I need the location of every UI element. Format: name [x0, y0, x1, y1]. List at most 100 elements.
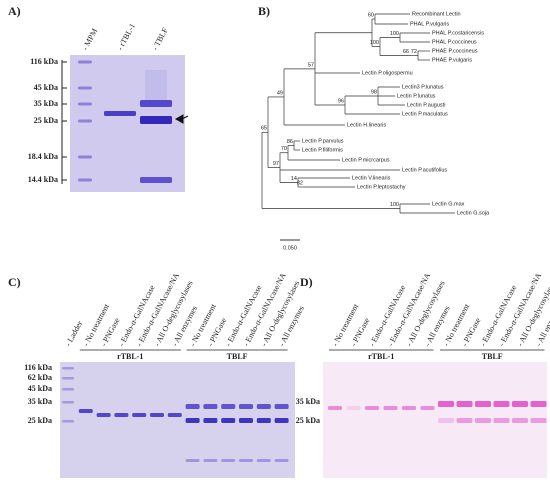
marker-label: 18.4 kDa [28, 152, 58, 161]
band [256, 459, 271, 462]
taxon-label: Lectin P.oligospermu [362, 70, 413, 76]
bootstrap: 98 [371, 89, 377, 95]
band [203, 404, 218, 409]
marker-label: 116 kDa [24, 363, 52, 372]
marker-label: 35 kDa [296, 397, 320, 406]
bootstrap: 100 [390, 31, 399, 37]
bootstrap: 32 [297, 180, 303, 186]
band [402, 406, 416, 410]
taxon-label: Recombinant Lectin [412, 11, 461, 17]
band [114, 413, 129, 417]
band [185, 418, 200, 423]
bootstrap: 100 [370, 40, 379, 46]
marker-label: 62 kDa [28, 373, 52, 382]
band [239, 459, 253, 462]
band [475, 401, 491, 407]
bootstrap: 57 [308, 62, 314, 68]
band [78, 86, 92, 90]
band [274, 418, 289, 423]
taxon-label: Lectin P.micrcarpus [342, 157, 390, 163]
band [185, 459, 200, 462]
band [62, 420, 74, 423]
band [383, 406, 398, 410]
bootstrap: 70 [281, 146, 287, 152]
band [493, 418, 510, 423]
bootstrap: 96 [338, 98, 344, 104]
band [78, 178, 92, 182]
band [456, 418, 473, 423]
band [78, 60, 92, 64]
bootstrap: 49 [277, 90, 283, 96]
band [328, 406, 342, 410]
gel [60, 362, 295, 478]
taxon-label: Lectin P.parvulus [302, 138, 344, 144]
marker-label: 25 kDa [296, 416, 320, 425]
band [221, 404, 236, 409]
band [145, 70, 167, 100]
taxon-label: Lectin P.maculatus [402, 111, 448, 117]
marker-label: 116 kDa [30, 57, 58, 66]
band [221, 459, 236, 462]
marker-label: 25 kDa [28, 416, 52, 425]
taxon-label: PHAL P.vulgaris [410, 21, 449, 27]
group-label: TBLF [482, 352, 503, 361]
bootstrap: 97 [273, 161, 279, 167]
gel [323, 362, 547, 478]
band [78, 119, 92, 123]
taxon-label: Lectin P.leptostachy [357, 184, 406, 190]
taxon-label: PHAL P.coccineus [432, 39, 477, 45]
band [475, 418, 491, 423]
band [185, 404, 200, 409]
group-label: rTBL-1 [368, 352, 394, 361]
taxon-label: Lectin P.augusti [407, 102, 445, 108]
lane-label: - TBLF [150, 26, 170, 52]
band [62, 401, 74, 404]
band [78, 102, 92, 106]
taxon-label: PHAE P.coccineus [432, 48, 478, 54]
marker-label: 35 kDa [28, 397, 52, 406]
taxon-label: Lectin P.lunatus [397, 93, 436, 99]
taxon-label: PHAE P.vulgaris [432, 57, 472, 63]
scale-label: 0.050 [283, 245, 297, 251]
panel-label: A) [8, 4, 21, 18]
panel-label: B) [258, 4, 270, 18]
taxon-label: Lectin G.max [432, 201, 465, 207]
band [96, 413, 111, 417]
band [256, 418, 271, 423]
bootstrap: 66 [403, 49, 409, 55]
marker-label: 14.4 kDa [28, 175, 58, 184]
bootstrap: 65 [261, 126, 267, 132]
band [221, 418, 236, 423]
band [512, 418, 528, 423]
band [62, 388, 74, 391]
lane-label: - rTBL-1 [115, 22, 137, 52]
band [78, 155, 92, 159]
band [150, 413, 164, 417]
band [456, 401, 473, 407]
band [140, 177, 172, 183]
band [530, 418, 547, 423]
band [365, 406, 379, 410]
taxon-label: Lectin P.filiformis [302, 147, 343, 153]
panel-label: C) [8, 275, 21, 289]
marker-label: 45 kDa [34, 83, 58, 92]
marker-label: 35 kDa [34, 99, 58, 108]
band [530, 401, 547, 407]
bootstrap: 100 [390, 202, 399, 208]
band [62, 367, 74, 370]
band [346, 406, 361, 410]
taxon-label: PHAL P.costaricensis [432, 30, 484, 36]
band [203, 418, 218, 423]
taxon-label: Lectin3 P.lunatus [402, 84, 444, 90]
band [167, 413, 182, 417]
taxon-label: Lectin G.soja [457, 210, 490, 216]
bootstrap: 86 [287, 139, 293, 145]
group-label: rTBL-1 [117, 352, 143, 361]
band [420, 406, 435, 410]
band [438, 401, 454, 407]
panel-label: D) [300, 275, 313, 289]
band [438, 418, 454, 423]
band [132, 413, 147, 417]
band [203, 459, 218, 462]
